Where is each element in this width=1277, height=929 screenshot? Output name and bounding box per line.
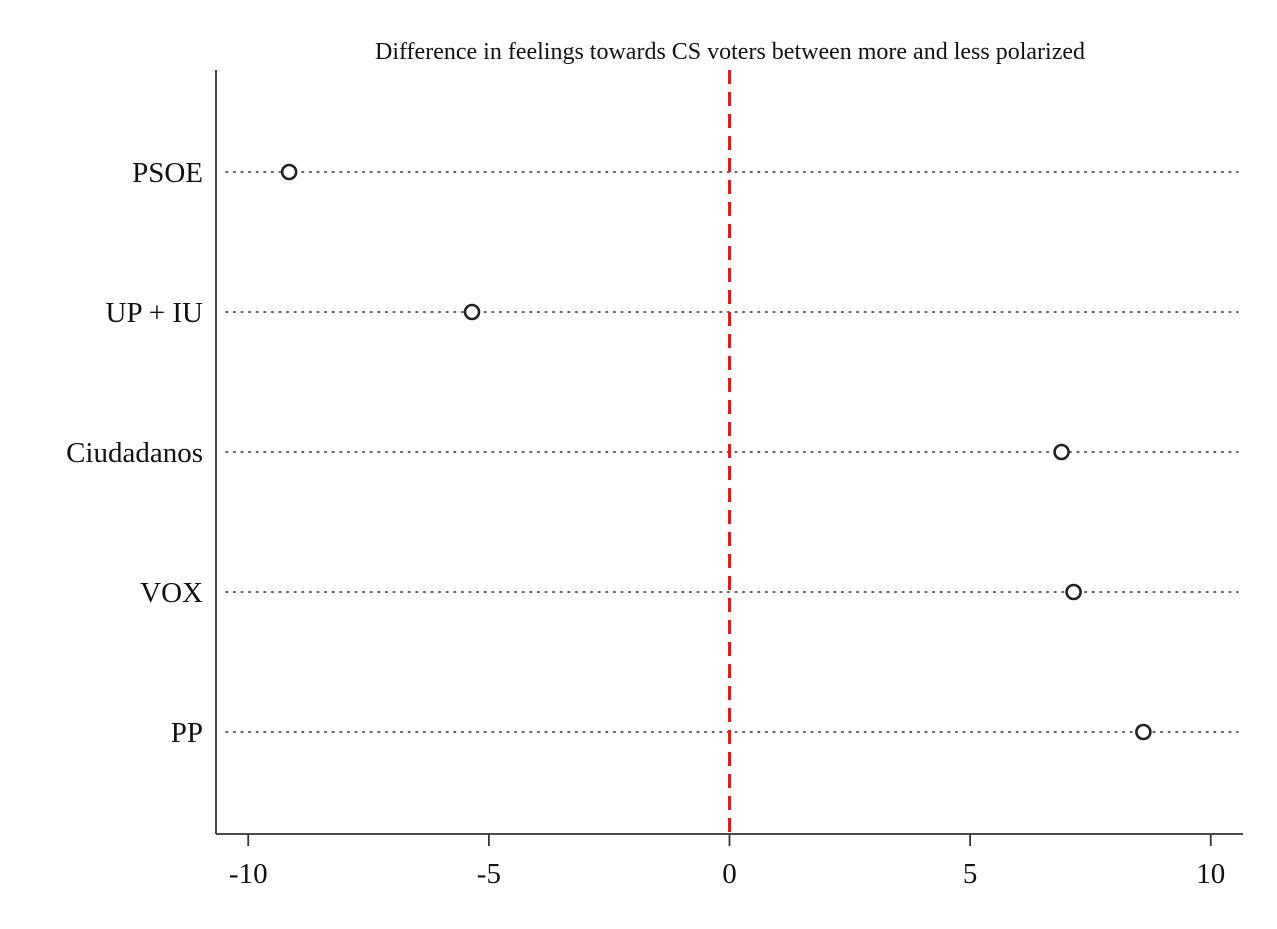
category-label-2: UP + IU — [106, 297, 204, 329]
data-points — [280, 163, 1152, 741]
category-label-4: VOX — [140, 577, 203, 609]
category-label-1: PSOE — [132, 157, 203, 189]
chart-title: Difference in feelings towards CS voters… — [375, 39, 1085, 65]
x-tick-label-1: -10 — [229, 858, 268, 890]
data-point-1 — [280, 163, 298, 181]
x-tick-label-4: 5 — [963, 858, 978, 890]
data-point-4 — [1065, 583, 1082, 601]
category-label-3: Ciudadanos — [66, 437, 203, 469]
data-point-5 — [1135, 723, 1152, 741]
category-labels: PSOE UP + IU Ciudadanos VOX PP — [66, 157, 203, 749]
data-point-2 — [463, 303, 481, 321]
x-tick-label-5: 10 — [1196, 858, 1225, 890]
x-tick-label-2: -5 — [477, 858, 501, 890]
category-label-5: PP — [171, 717, 203, 749]
guide-lines — [225, 171, 1239, 733]
data-point-3 — [1053, 443, 1070, 461]
x-ticks: -10 -5 0 5 10 — [229, 834, 1225, 890]
x-tick-label-3: 0 — [722, 858, 737, 890]
